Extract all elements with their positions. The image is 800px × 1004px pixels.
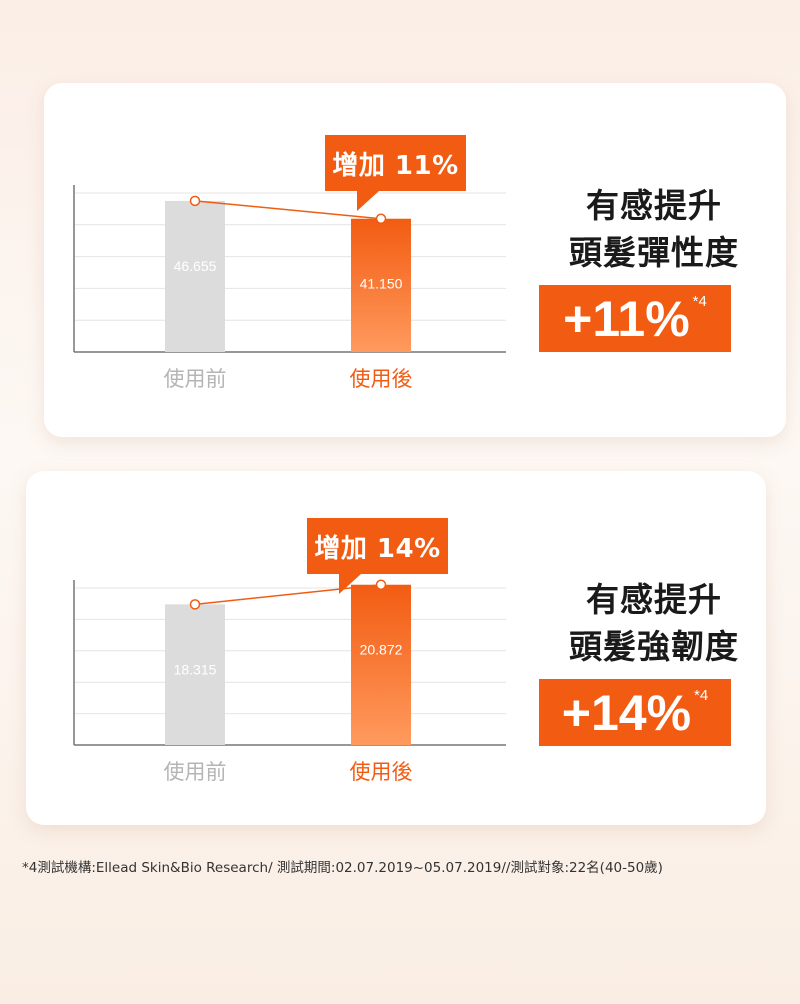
- bar-value-label: 41.150: [360, 276, 403, 292]
- category-label: 使用後: [350, 760, 413, 784]
- strength-card: 18.315 使用前 20.872 使用後 增加 14% 有感提升 頭髮強韌度 +14…: [26, 471, 766, 825]
- increase-callout: 增加 14%: [307, 518, 448, 594]
- bar-value-label: 18.315: [174, 661, 217, 677]
- headline-line-2: 頭髮彈性度: [569, 233, 739, 272]
- category-label: 使用後: [350, 367, 413, 391]
- elasticity-card: 46.655 使用前 41.150 使用後 增加 11% 有感提升 頭髮彈性度 +11…: [44, 83, 786, 437]
- strength-chart: 18.315 使用前 20.872 使用後: [73, 579, 506, 784]
- bar-after: [351, 218, 411, 352]
- headline-line-1: 有感提升: [586, 186, 722, 225]
- test-footnote: *4測試機構:Ellead Skin&Bio Research/ 測試期間:02…: [22, 860, 663, 876]
- bar-value-label: 20.872: [360, 642, 403, 658]
- bar-before: [165, 200, 225, 352]
- bar-value-label: 46.655: [174, 258, 217, 274]
- badge-footnote-marker: *4: [694, 687, 709, 704]
- trend-point: [375, 213, 387, 224]
- headline-line-1: 有感提升: [586, 580, 722, 619]
- category-label: 使用前: [164, 367, 227, 391]
- headline-line-2: 頭髮強韌度: [569, 627, 739, 666]
- trend-line: [194, 200, 382, 220]
- trend-point: [189, 195, 201, 207]
- bar-before: [165, 604, 225, 745]
- bar-after: [351, 584, 411, 745]
- increase-callout: 增加 11%: [325, 135, 466, 211]
- category-label: 使用前: [164, 760, 227, 784]
- percent-badge: +14% *4: [539, 679, 731, 746]
- percent-badge: +11% *4: [539, 285, 731, 352]
- badge-value: +11%: [563, 290, 690, 347]
- elasticity-chart: 46.655 使用前 41.150 使用後: [73, 185, 506, 391]
- trend-point: [189, 599, 201, 610]
- badge-footnote-marker: *4: [692, 293, 707, 310]
- badge-value: +14%: [561, 684, 692, 741]
- trend-point: [375, 579, 387, 590]
